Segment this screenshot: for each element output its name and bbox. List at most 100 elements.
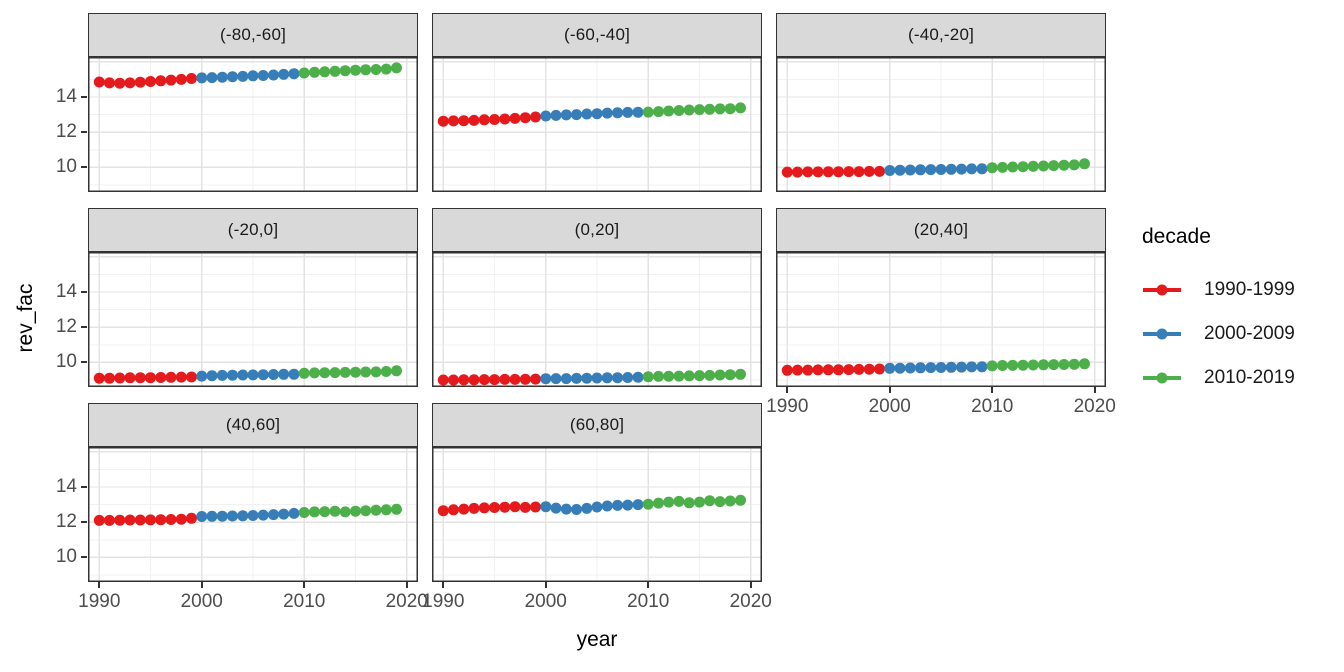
data-point (206, 72, 218, 84)
data-point (370, 366, 382, 378)
y-tick-label: 10 (55, 156, 77, 178)
legend-label: 2010-2019 (1204, 367, 1295, 388)
facet-label: (60,80] (569, 415, 625, 434)
data-point (560, 109, 572, 121)
data-point (478, 374, 490, 386)
data-point (642, 106, 654, 118)
data-point (360, 505, 372, 517)
data-point (237, 369, 249, 381)
data-point (206, 370, 218, 382)
data-point (571, 372, 582, 384)
data-point (288, 68, 300, 80)
data-point (458, 374, 470, 386)
data-point (1007, 359, 1019, 371)
data-point (601, 500, 613, 512)
data-point (894, 362, 906, 374)
legend-key-line-point-icon (1143, 284, 1181, 296)
data-point (612, 372, 623, 384)
data-point (499, 373, 511, 385)
facet-strip: (-20,0] (88, 208, 418, 252)
data-point (391, 503, 402, 515)
data-point (509, 373, 521, 385)
data-point (227, 71, 238, 83)
facet-label: (-20,0] (227, 220, 279, 239)
data-point (227, 510, 238, 522)
data-point (196, 72, 208, 84)
data-point (997, 161, 1008, 173)
data-point (663, 496, 675, 508)
data-point (925, 362, 937, 374)
x-tick-label: 1990 (422, 591, 465, 612)
data-point (653, 497, 664, 509)
data-point (812, 364, 824, 376)
data-point (653, 370, 664, 382)
data-point (853, 166, 865, 178)
data-point (1027, 160, 1039, 172)
facet-label: (-60,-40] (563, 25, 631, 44)
data-point (802, 364, 814, 376)
data-point (165, 371, 177, 383)
data-point (319, 506, 331, 518)
data-point (448, 504, 459, 516)
data-point (278, 68, 290, 80)
data-point (268, 369, 279, 380)
data-point (1017, 161, 1029, 173)
y-tick-label: 12 (55, 316, 77, 338)
data-point (437, 374, 449, 386)
data-point (1068, 159, 1080, 171)
y-tick-label: 14 (55, 475, 77, 497)
data-point (216, 369, 228, 381)
data-point (196, 370, 208, 382)
data-point (319, 66, 331, 78)
panel-border (776, 252, 1106, 387)
x-tick-label: 2000 (180, 591, 223, 612)
panel-border (88, 57, 418, 192)
data-point (175, 513, 187, 525)
data-point (309, 367, 320, 379)
data-point (694, 370, 705, 382)
data-point (124, 372, 136, 384)
y-tick-mark (81, 556, 87, 559)
legend-key-line-point-icon (1143, 328, 1181, 340)
data-point (822, 364, 834, 376)
data-point (792, 166, 803, 178)
data-point (601, 107, 613, 119)
x-tick-mark (200, 582, 203, 588)
facet-panel (88, 57, 418, 192)
data-point (781, 166, 793, 178)
facet-label: (-40,-20] (907, 25, 975, 44)
data-point (370, 504, 382, 516)
data-point (519, 501, 531, 513)
data-point (391, 62, 402, 74)
data-point (986, 162, 998, 174)
facet-strip: (20,40] (776, 208, 1106, 252)
data-point (704, 495, 716, 507)
data-point (309, 66, 320, 78)
data-point (1007, 161, 1019, 173)
data-point (540, 110, 552, 122)
x-tick-label: 2010 (971, 396, 1014, 417)
data-point (350, 64, 361, 76)
data-point (925, 164, 937, 176)
data-point (247, 369, 259, 381)
x-tick-label: 2000 (524, 591, 567, 612)
data-point (1048, 160, 1060, 172)
data-point (833, 364, 844, 376)
data-point (186, 512, 197, 524)
legend-item: 2010-2019 (1142, 363, 1342, 393)
data-point (288, 368, 300, 380)
data-point (175, 73, 187, 85)
data-point (894, 164, 906, 176)
data-point (986, 360, 998, 372)
data-point (93, 76, 105, 88)
data-point (560, 373, 572, 385)
data-point (884, 165, 896, 176)
data-point (114, 372, 126, 384)
data-point (863, 363, 875, 375)
data-point (145, 76, 156, 87)
facet-label: (0,20] (574, 220, 620, 239)
data-point (339, 506, 351, 518)
x-tick-mark (442, 582, 445, 588)
data-point (540, 501, 552, 513)
